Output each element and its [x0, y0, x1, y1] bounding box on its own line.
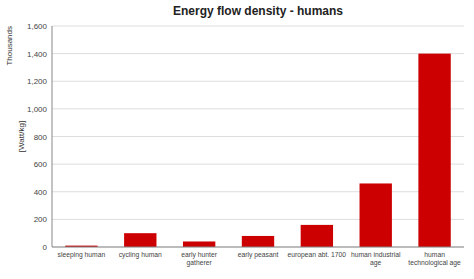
x-tick-label: early peasant — [238, 251, 279, 259]
bar — [124, 233, 156, 247]
grid-line — [52, 136, 464, 137]
x-tick-label: humantechnological age — [408, 251, 461, 267]
grid-line — [52, 247, 464, 248]
x-tick-label: cycling human — [119, 251, 162, 259]
bar — [418, 54, 450, 247]
y-tick-label: 1,600 — [27, 22, 48, 31]
x-tick-label: sleeping human — [58, 251, 106, 259]
grid-line — [52, 219, 464, 220]
grid-line — [52, 53, 464, 54]
y-axis-label: [Watt/kg] — [17, 121, 26, 152]
y-tick-label: 1,400 — [27, 50, 48, 59]
y-tick-label: 0 — [43, 243, 48, 252]
bar — [242, 236, 274, 247]
grid-line — [52, 191, 464, 192]
grid-line — [52, 26, 464, 27]
y-tick-label: 1,200 — [27, 77, 48, 86]
bar — [301, 225, 333, 247]
y-tick-label: 600 — [34, 160, 48, 169]
annotation: Thousands — [5, 26, 14, 66]
y-tick-label: 800 — [34, 133, 48, 142]
title: Energy flow density - humans — [173, 4, 343, 18]
bar — [183, 241, 215, 247]
y-tick-label: 1,000 — [27, 105, 48, 114]
bars — [65, 54, 451, 247]
grid — [52, 26, 464, 247]
x-axis — [52, 247, 464, 248]
chart: Energy flow density - humans 0 200 400 600 80… — [0, 0, 474, 279]
grid-line — [52, 108, 464, 109]
y-axis — [52, 26, 53, 247]
x-tick-label: european abt. 1700 — [288, 251, 347, 259]
grid-line — [52, 81, 464, 82]
x-tick-label: early huntergatherer — [181, 251, 217, 267]
y-tick-label: 400 — [34, 188, 48, 197]
bar — [360, 183, 392, 247]
grid-line — [52, 164, 464, 165]
x-tick-label: human industrialage — [351, 251, 401, 267]
y-tick-label: 200 — [34, 215, 48, 224]
